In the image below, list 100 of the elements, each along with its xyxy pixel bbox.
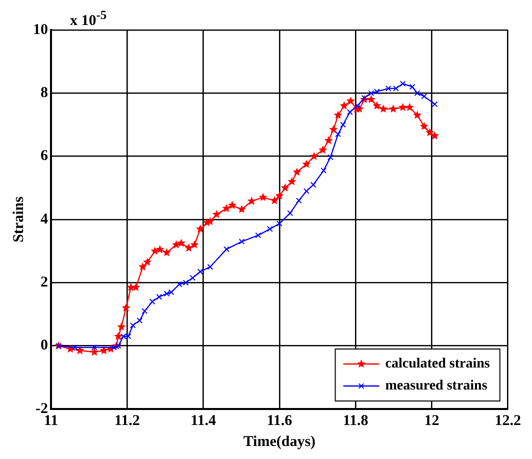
point [90,348,99,356]
point [374,88,380,95]
point [320,168,327,174]
point [275,191,284,200]
point [212,210,221,218]
point [432,101,438,108]
point [329,124,338,134]
x-tick-label: 12.2 [494,412,521,429]
point [100,346,108,354]
text: x 10$^{-5}$ [70,8,107,30]
point [176,238,186,247]
point [354,102,360,109]
point [125,333,132,340]
point [318,146,328,154]
point [247,196,256,205]
point [324,136,333,144]
point [366,94,376,104]
point [182,280,189,286]
point [392,85,399,92]
point [132,282,140,292]
point [130,322,136,328]
point [426,128,434,136]
point [414,90,420,96]
x-tick-label: 11 [44,412,58,429]
point [76,346,84,354]
point [110,344,117,350]
point [310,182,316,188]
point [368,90,374,96]
y-axis-title: Strains [10,196,27,242]
point [346,109,353,116]
point [400,80,406,87]
point [238,238,245,245]
point [136,318,143,324]
point [266,226,273,232]
point [398,102,408,112]
point [270,196,279,204]
point [196,224,205,233]
point [327,154,334,160]
point [237,204,246,214]
point [288,177,296,186]
y-tick-label: 4 [40,211,48,228]
x-tick-label: 11.6 [266,412,293,429]
point [334,110,342,119]
x-tick-label: 11.4 [190,412,216,429]
point [114,332,123,340]
point [176,281,182,288]
y-tick-label: 8 [40,85,48,102]
point [184,243,194,252]
point [385,85,392,92]
y-tick-label: 6 [40,148,48,164]
point [207,264,214,270]
point [412,110,422,119]
point [303,188,310,194]
point [164,290,170,297]
point [420,122,428,130]
point [340,101,348,110]
x-axis-title: Time(days) [243,434,316,450]
point [156,294,162,300]
point [388,104,398,113]
point [280,183,290,192]
point [258,192,268,202]
point [346,96,355,105]
point [149,298,156,305]
point [138,262,148,271]
point [372,101,382,110]
x-tick-label: 11.8 [342,412,368,429]
point [340,122,346,128]
legend-label: calculated strains [385,356,490,372]
point [197,268,204,275]
point [276,220,282,227]
point [361,94,368,101]
y-tick-label: 0 [40,338,48,354]
y-tick-label: 10 [33,22,48,38]
point [120,333,126,340]
point [190,240,199,248]
point [91,344,98,350]
x-tick-label: 12 [424,412,440,429]
point [405,102,414,112]
point [162,248,172,256]
point [156,245,164,254]
point [335,131,342,138]
y-tick-label: 2 [40,274,48,291]
point [292,168,302,176]
point [228,200,237,209]
point [190,274,196,281]
point [142,308,148,314]
point [143,258,152,266]
legend-label: measured strains [385,378,488,394]
point [409,84,416,90]
point [168,289,174,296]
point [379,104,388,113]
point [206,216,214,226]
point [224,246,230,252]
point [117,322,126,331]
point [255,232,262,238]
point [287,210,294,216]
point [421,93,428,100]
x-tick-label: 11.2 [114,412,140,429]
point [122,303,130,312]
point [222,204,231,212]
